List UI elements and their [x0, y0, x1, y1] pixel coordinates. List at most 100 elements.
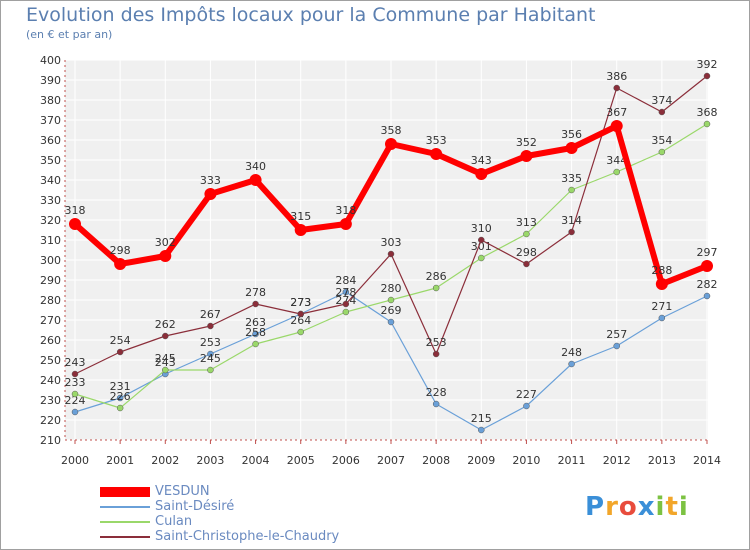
data-point	[478, 254, 485, 262]
data-point	[116, 404, 124, 412]
data-point	[116, 394, 124, 402]
legend-label: Saint-Désiré	[155, 499, 235, 514]
legend-label: VESDUN	[155, 484, 210, 499]
data-point	[71, 370, 79, 378]
y-tick-label: 280	[40, 294, 61, 307]
x-tick-label: 2006	[332, 454, 360, 467]
data-label: 280	[381, 282, 402, 295]
data-point	[207, 350, 214, 358]
data-point	[387, 250, 395, 258]
data-point	[252, 340, 259, 348]
data-label: 257	[606, 328, 627, 341]
x-tick-label: 2013	[648, 454, 676, 467]
data-point	[162, 332, 169, 340]
data-label: 274	[335, 294, 356, 307]
data-label: 231	[110, 380, 131, 393]
data-label: 273	[290, 296, 311, 309]
y-tick-label: 370	[40, 114, 61, 127]
data-label: 264	[290, 314, 311, 327]
legend-label: Saint-Christophe-le-Chaudry	[155, 529, 340, 544]
data-label: 248	[561, 346, 582, 359]
data-point	[339, 218, 352, 230]
data-point	[249, 174, 262, 186]
data-point	[71, 408, 79, 416]
data-point	[523, 260, 530, 268]
logo-letter: i	[678, 492, 689, 522]
data-label: 392	[697, 58, 718, 71]
data-point	[475, 168, 488, 180]
data-label: 288	[651, 264, 672, 277]
data-label: 333	[200, 174, 221, 187]
data-label: 228	[426, 386, 447, 399]
x-tick-label: 2009	[467, 454, 495, 467]
data-point	[294, 224, 307, 236]
data-point	[658, 108, 666, 116]
y-tick-label: 320	[40, 214, 61, 227]
legend-swatch	[100, 521, 150, 523]
y-tick-label: 310	[40, 234, 61, 247]
data-point	[703, 120, 711, 128]
data-point	[297, 310, 304, 318]
data-label: 314	[561, 214, 582, 227]
data-label: 354	[651, 134, 672, 147]
data-label: 269	[381, 304, 402, 317]
y-tick-label: 230	[40, 394, 61, 407]
data-label: 352	[516, 136, 537, 149]
data-label: 356	[561, 128, 582, 141]
data-point	[162, 366, 169, 374]
data-label: 278	[245, 286, 266, 299]
x-tick-label: 2005	[287, 454, 315, 467]
data-label: 386	[606, 70, 627, 83]
data-point	[385, 138, 397, 150]
data-label: 303	[381, 236, 402, 249]
logo-letter: o	[618, 492, 638, 522]
data-label: 335	[561, 172, 582, 185]
y-tick-label: 300	[40, 254, 61, 267]
data-label: 245	[200, 352, 221, 365]
x-tick-label: 2014	[693, 454, 721, 467]
data-label: 318	[65, 204, 86, 217]
data-label: 273	[290, 296, 311, 309]
data-point	[71, 390, 79, 398]
data-point	[613, 84, 620, 92]
data-point	[69, 218, 81, 230]
logo-letter: P	[585, 492, 606, 522]
x-tick-label: 2010	[512, 454, 540, 467]
y-tick-label: 220	[40, 414, 61, 427]
data-point	[701, 260, 713, 272]
data-label: 318	[335, 204, 356, 217]
legend-swatch	[100, 487, 150, 497]
data-label: 253	[200, 336, 221, 349]
data-point	[565, 142, 578, 154]
data-label: 298	[516, 246, 537, 259]
data-point	[207, 366, 214, 374]
data-label: 315	[290, 210, 311, 223]
data-label: 254	[110, 334, 131, 347]
data-label: 262	[155, 318, 176, 331]
chart-title: Evolution des Impôts locaux pour la Comm…	[26, 4, 596, 26]
logo-letter: r	[605, 492, 619, 522]
logo-letter: t	[665, 492, 679, 522]
logo-letter: x	[637, 492, 656, 522]
data-label: 226	[110, 390, 131, 403]
data-label: 374	[651, 94, 672, 107]
data-point	[432, 350, 440, 358]
data-point	[159, 250, 172, 262]
legend-swatch	[100, 506, 150, 508]
data-label: 233	[65, 376, 86, 389]
data-label: 245	[155, 352, 176, 365]
data-point	[432, 284, 440, 292]
data-label: 271	[651, 300, 672, 313]
data-label: 340	[245, 160, 266, 173]
data-point	[207, 322, 214, 330]
data-label: 286	[426, 270, 447, 283]
data-label: 263	[245, 316, 266, 329]
data-point	[297, 328, 304, 336]
x-tick-label: 2004	[242, 454, 270, 467]
data-label: 278	[335, 286, 356, 299]
data-point	[610, 120, 623, 132]
data-label: 253	[426, 336, 447, 349]
legend-label: Culan	[155, 514, 193, 529]
data-point	[613, 342, 620, 350]
